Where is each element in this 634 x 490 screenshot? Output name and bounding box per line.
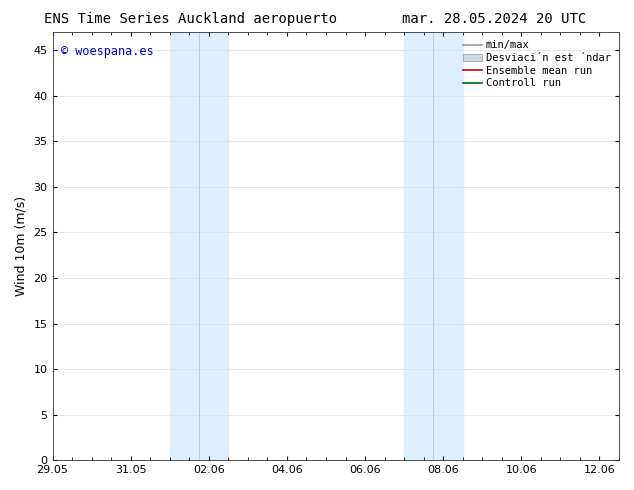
Legend: min/max, Desviaci´n est ´ndar, Ensemble mean run, Controll run: min/max, Desviaci´n est ´ndar, Ensemble … xyxy=(460,37,614,92)
Text: mar. 28.05.2024 20 UTC: mar. 28.05.2024 20 UTC xyxy=(403,12,586,26)
Bar xyxy=(404,32,463,460)
Y-axis label: Wind 10m (m/s): Wind 10m (m/s) xyxy=(15,196,28,296)
Text: ENS Time Series Auckland aeropuerto: ENS Time Series Auckland aeropuerto xyxy=(44,12,337,26)
Text: © woespana.es: © woespana.es xyxy=(61,45,153,58)
Bar xyxy=(170,32,228,460)
